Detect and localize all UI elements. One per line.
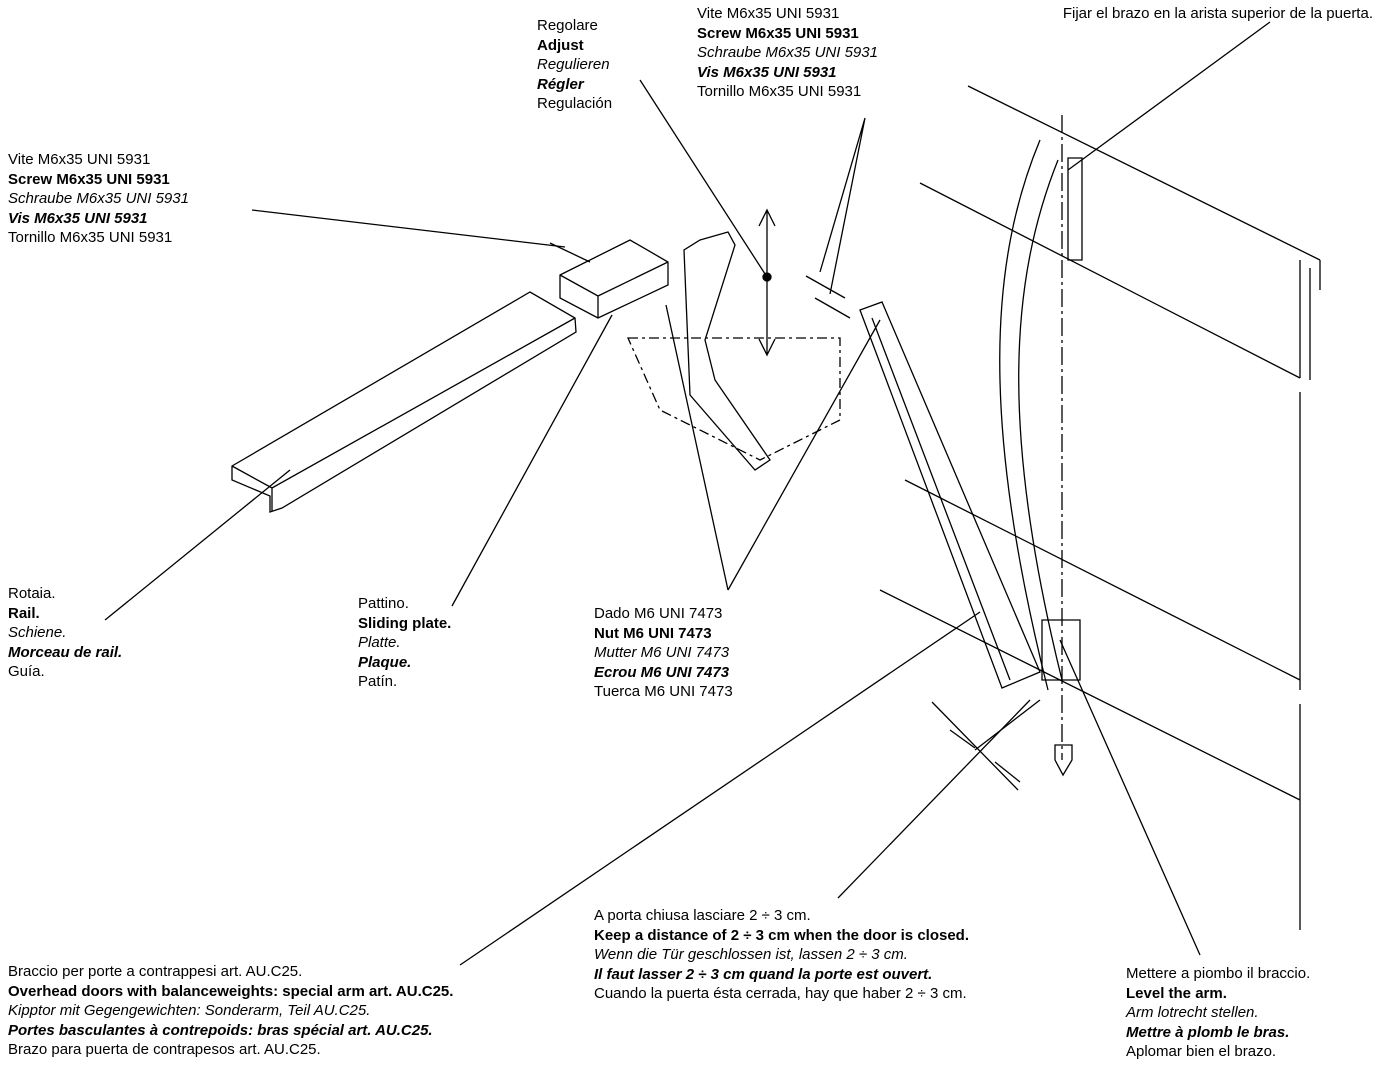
label-line: Sliding plate. [358,614,451,634]
label-line: Il faut lasser 2 ÷ 3 cm quand la porte e… [594,965,969,985]
label-line: Morceau de rail. [8,643,122,663]
label-line: Plaque. [358,653,451,673]
arm [860,302,1040,688]
sliding-plate [560,240,668,318]
label: Rotaia.Rail.Schiene.Morceau de rail.Guía… [8,584,122,682]
label-line: Régler [537,75,612,95]
label-line: Cuando la puerta ésta cerrada, hay que h… [594,984,969,1004]
label-line: Mettre à plomb le bras. [1126,1023,1310,1043]
label-line: Vite M6x35 UNI 5931 [697,4,878,24]
label-line: Mutter M6 UNI 7473 [594,643,733,663]
label: Braccio per porte a contrappesi art. AU.… [8,962,453,1060]
arm-curve [1000,140,1062,690]
leader [1060,640,1200,955]
leader [252,210,565,247]
leader [640,80,767,277]
label-line: Screw M6x35 UNI 5931 [697,24,878,44]
leader [838,700,1030,898]
label: Pattino.Sliding plate.Platte.Plaque.Patí… [358,594,451,692]
label-line: Pattino. [358,594,451,614]
label-line: Arm lotrecht stellen. [1126,1003,1310,1023]
label-line: Rail. [8,604,122,624]
label-line: Kipptor mit Gegengewichten: Sonderarm, T… [8,1001,453,1021]
label-line: Regulieren [537,55,612,75]
label: A porta chiusa lasciare 2 ÷ 3 cm.Keep a … [594,906,969,1004]
door [880,86,1320,930]
diagram: RegolareAdjustRegulierenRéglerRegulación… [0,0,1380,1070]
label: Fijar el brazo en la arista superior de … [1063,4,1373,24]
label-line: Tornillo M6x35 UNI 5931 [8,228,189,248]
label-line: Adjust [537,36,612,56]
label-line: Aplomar bien el brazo. [1126,1042,1310,1062]
label-line: Fijar el brazo en la arista superior de … [1063,4,1373,24]
label-line: Brazo para puerta de contrapesos art. AU… [8,1040,453,1060]
leader [1068,22,1270,170]
bracket [684,232,770,470]
label-line: Guía. [8,662,122,682]
label-line: Tuerca M6 UNI 7473 [594,682,733,702]
label-line: Vis M6x35 UNI 5931 [697,63,878,83]
label-line: Nut M6 UNI 7473 [594,624,733,644]
label-line: Regolare [537,16,612,36]
label: Mettere a piombo il braccio.Level the ar… [1126,964,1310,1062]
leader [105,470,290,620]
screws [550,243,850,318]
label-line: Keep a distance of 2 ÷ 3 cm when the doo… [594,926,969,946]
label-line: Tornillo M6x35 UNI 5931 [697,82,878,102]
label-line: Patín. [358,672,451,692]
label-line: Platte. [358,633,451,653]
label-line: Braccio per porte a contrappesi art. AU.… [8,962,453,982]
leader [666,305,880,590]
label-line: Vite M6x35 UNI 5931 [8,150,189,170]
label-line: A porta chiusa lasciare 2 ÷ 3 cm. [594,906,969,926]
plane [628,338,840,460]
label-line: Schiene. [8,623,122,643]
label-line: Wenn die Tür geschlossen ist, lassen 2 ÷… [594,945,969,965]
label-line: Rotaia. [8,584,122,604]
label-line: Dado M6 UNI 7473 [594,604,733,624]
label-line: Ecrou M6 UNI 7473 [594,663,733,683]
label-line: Schraube M6x35 UNI 5931 [697,43,878,63]
rail [232,292,576,512]
label-line: Mettere a piombo il braccio. [1126,964,1310,984]
label-line: Vis M6x35 UNI 5931 [8,209,189,229]
label-line: Regulación [537,94,612,114]
label-line: Portes basculantes à contrepoids: bras s… [8,1021,453,1041]
label-line: Overhead doors with balanceweights: spec… [8,982,453,1002]
leader [820,118,865,294]
label-line: Schraube M6x35 UNI 5931 [8,189,189,209]
label-line: Level the arm. [1126,984,1310,1004]
label-line: Screw M6x35 UNI 5931 [8,170,189,190]
adjust-arrow [759,210,775,355]
